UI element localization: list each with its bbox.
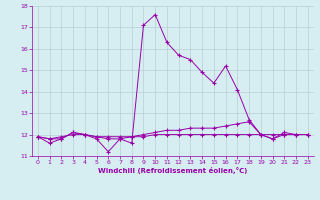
X-axis label: Windchill (Refroidissement éolien,°C): Windchill (Refroidissement éolien,°C) — [98, 167, 247, 174]
